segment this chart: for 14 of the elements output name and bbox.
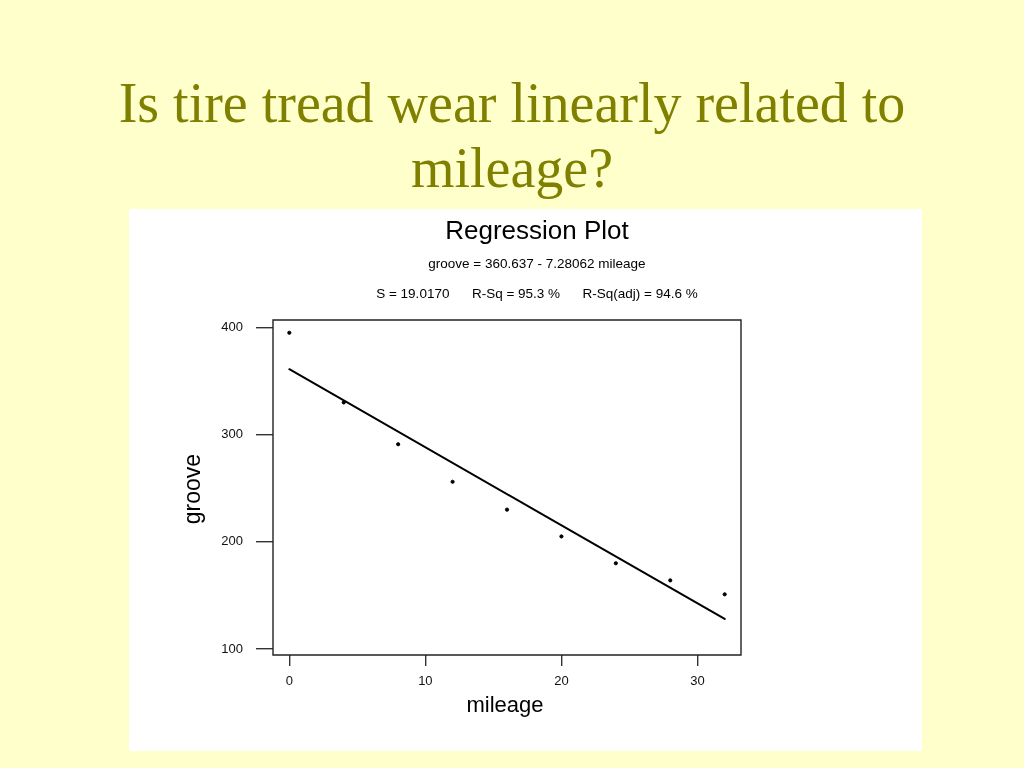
- y-tick-label: 300: [221, 426, 243, 442]
- text: groove = 360.637 - 7.28062 mileage: [427, 256, 647, 272]
- x-axis-title: mileage: [465, 692, 545, 718]
- text: S = 19.0170 R-Sq = 95.3 % R-Sq(adj) = 94.6 %: [375, 286, 699, 302]
- chart-title: Is tire tread wear linearly related to mileage?: [117, 71, 907, 201]
- y-tick-label: 100: [221, 640, 243, 656]
- x-tick-label: 0: [285, 673, 293, 689]
- x-tick-label: 30: [690, 673, 705, 689]
- x-tick-label: 10: [418, 673, 433, 689]
- y-axis-title: groove: [179, 452, 205, 527]
- y-tick-label: 400: [221, 318, 243, 334]
- chart-subtitle: Regression Plot: [444, 215, 630, 246]
- x-tick-label: 20: [554, 673, 569, 689]
- y-tick-label: 200: [221, 533, 243, 549]
